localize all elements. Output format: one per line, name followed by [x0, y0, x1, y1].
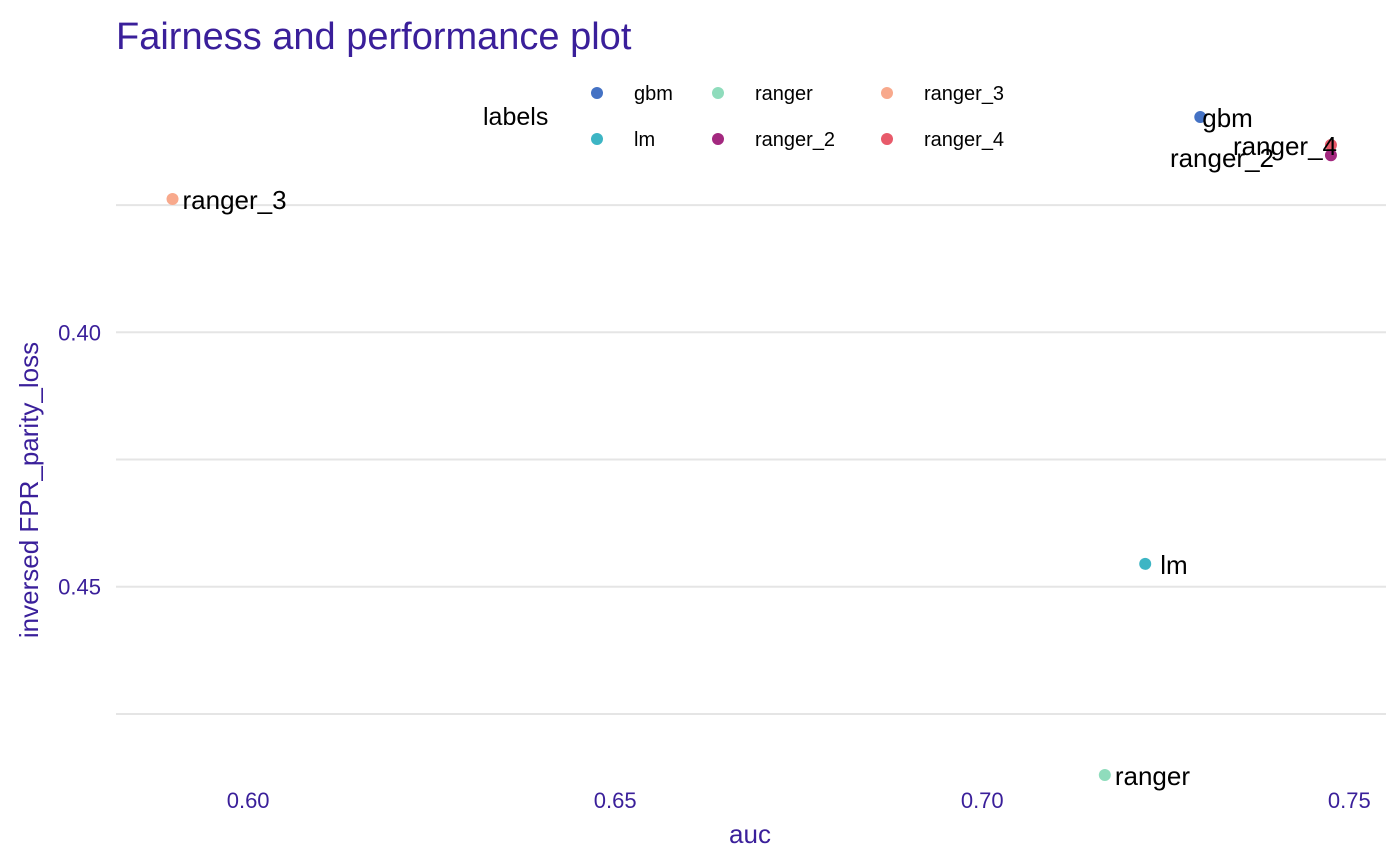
legend-key-ranger_3 [881, 87, 893, 99]
legend-key-ranger [712, 87, 724, 99]
legend-label-ranger_4: ranger_4 [924, 129, 1004, 151]
x-tick-label: 0.65 [594, 788, 637, 813]
grid-lines [116, 204, 1386, 715]
point-label-gbm: gbm [1202, 103, 1253, 133]
legend-key-ranger_2 [712, 133, 724, 145]
legend-label-lm: lm [634, 129, 655, 151]
y-tick-label: 0.45 [58, 575, 101, 600]
legend-label-ranger_2: ranger_2 [755, 129, 835, 151]
legend-key-lm [591, 133, 603, 145]
legend: labels gbm lm ranger ranger_2 ranger_3ranger… [483, 83, 1004, 151]
point-label-ranger: ranger [1115, 761, 1190, 791]
legend-label-ranger: ranger [755, 83, 813, 105]
point-label-ranger_3: ranger_3 [183, 185, 287, 215]
legend-key-ranger_4 [881, 133, 893, 145]
data-point-ranger_2 [1324, 149, 1337, 162]
legend-label-gbm: gbm [634, 83, 673, 105]
legend-items: gbm lm ranger ranger_2 ranger_3 ranger_4 [591, 83, 1004, 151]
y-axis-title: inversed FPR_parity_loss [14, 342, 44, 638]
point-label-lm: lm [1160, 550, 1187, 580]
x-tick-label: 0.75 [1328, 788, 1371, 813]
y-tick-label: 0.40 [58, 320, 101, 345]
data-point-gbm [1194, 111, 1207, 124]
chart-title: Fairness and performance plot [116, 16, 632, 58]
point-label-ranger_2: ranger_2 [1170, 143, 1274, 173]
legend-title: labels [483, 103, 548, 131]
axis-ticks: 0.60 0.65 0.70 0.75 0.40 0.45 [58, 320, 1371, 813]
x-axis-title: auc [729, 819, 771, 849]
legend-label-ranger_3: ranger_3 [924, 83, 1004, 105]
legend-key-gbm [591, 87, 603, 99]
data-point-ranger_4 [1324, 139, 1337, 152]
data-point-ranger [1098, 769, 1111, 781]
point-label-ranger_4: ranger_4 [1233, 131, 1337, 161]
x-tick-label: 0.70 [961, 788, 1004, 813]
data-point-ranger_3 [166, 192, 179, 205]
x-tick-label: 0.60 [227, 788, 270, 813]
data-point-lm [1139, 557, 1152, 570]
data-points [166, 111, 1337, 781]
